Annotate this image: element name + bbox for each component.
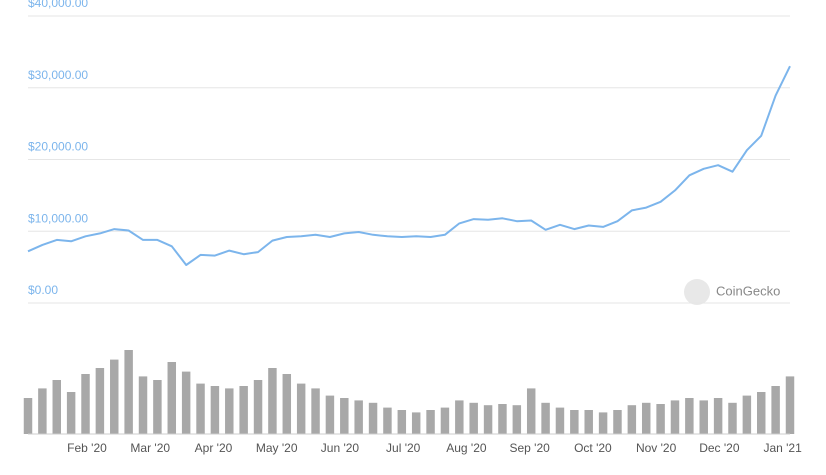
volume-bar bbox=[153, 380, 162, 434]
x-tick-label: Oct '20 bbox=[574, 441, 612, 455]
volume-bar bbox=[81, 374, 90, 434]
x-tick-label: Aug '20 bbox=[446, 441, 487, 455]
volume-bar bbox=[670, 400, 680, 434]
x-tick-label: Jul '20 bbox=[386, 441, 421, 455]
volume-bar bbox=[181, 371, 191, 434]
volume-bar bbox=[426, 410, 435, 434]
volume-bar bbox=[253, 380, 263, 434]
volume-bar bbox=[555, 407, 565, 434]
x-tick-label: Feb '20 bbox=[67, 441, 107, 455]
x-tick-label: Jun '20 bbox=[321, 441, 360, 455]
x-tick-label: May '20 bbox=[256, 441, 298, 455]
volume-bar bbox=[95, 368, 105, 434]
volume-bar bbox=[440, 407, 450, 434]
y-tick-label: $0.00 bbox=[28, 283, 58, 297]
volume-bar bbox=[641, 402, 651, 434]
volume-bar bbox=[742, 395, 752, 434]
y-tick-label: $20,000.00 bbox=[28, 140, 88, 154]
volume-bar bbox=[368, 402, 378, 434]
x-tick-label: Dec '20 bbox=[699, 441, 740, 455]
volume-bar bbox=[311, 388, 320, 434]
volume-bar bbox=[771, 386, 780, 434]
volume-bar bbox=[627, 405, 637, 434]
volume-bar bbox=[656, 404, 665, 434]
volume-bar bbox=[483, 405, 493, 434]
volume-bar bbox=[383, 407, 392, 434]
volume-bar bbox=[138, 376, 148, 434]
volume-bar bbox=[512, 405, 522, 434]
volume-bar bbox=[584, 410, 593, 434]
watermark-logo bbox=[684, 279, 710, 305]
volume-bar bbox=[167, 362, 177, 434]
y-tick-label: $10,000.00 bbox=[28, 211, 88, 225]
volume-bar bbox=[713, 398, 723, 434]
volume-bar bbox=[728, 402, 737, 434]
watermark-text: CoinGecko bbox=[716, 283, 780, 298]
volume-bar bbox=[210, 386, 220, 434]
volume-bar bbox=[23, 398, 33, 434]
x-tick-label: Mar '20 bbox=[130, 441, 170, 455]
y-tick-label: $30,000.00 bbox=[28, 68, 88, 82]
volume-bar bbox=[110, 359, 119, 434]
volume-bar bbox=[225, 388, 234, 434]
volume-bar bbox=[598, 412, 608, 434]
volume-bar bbox=[296, 383, 306, 434]
volume-bar bbox=[196, 383, 205, 434]
volume-bar bbox=[340, 398, 349, 434]
volume-bar bbox=[397, 410, 407, 434]
volume-bar bbox=[38, 388, 47, 434]
price-line bbox=[27, 65, 791, 266]
x-tick-label: Nov '20 bbox=[636, 441, 677, 455]
volume-bar bbox=[66, 392, 76, 434]
volume-bar bbox=[541, 402, 550, 434]
volume-bar bbox=[526, 388, 536, 434]
x-tick-label: Apr '20 bbox=[195, 441, 233, 455]
volume-bar bbox=[354, 400, 363, 434]
volume-bar bbox=[685, 398, 694, 434]
volume-bar bbox=[613, 410, 622, 434]
volume-bar bbox=[124, 350, 133, 434]
volume-bar bbox=[469, 402, 478, 434]
volume-bar bbox=[498, 404, 507, 434]
volume-bar bbox=[239, 386, 248, 434]
volume-bar bbox=[570, 410, 579, 434]
volume-bar bbox=[325, 395, 335, 434]
x-tick-label: Jan '21 bbox=[763, 441, 802, 455]
y-tick-label: $40,000.00 bbox=[28, 0, 88, 10]
x-tick-label: Sep '20 bbox=[509, 441, 550, 455]
volume-bar bbox=[411, 412, 421, 434]
volume-bar bbox=[268, 368, 277, 434]
watermark: CoinGecko bbox=[684, 279, 780, 305]
volume-bar bbox=[455, 400, 464, 434]
volume-bar bbox=[757, 392, 766, 434]
volume-bar bbox=[699, 400, 708, 434]
volume-bar bbox=[52, 380, 61, 434]
volume-bar bbox=[785, 376, 795, 434]
volume-bar bbox=[282, 374, 292, 434]
